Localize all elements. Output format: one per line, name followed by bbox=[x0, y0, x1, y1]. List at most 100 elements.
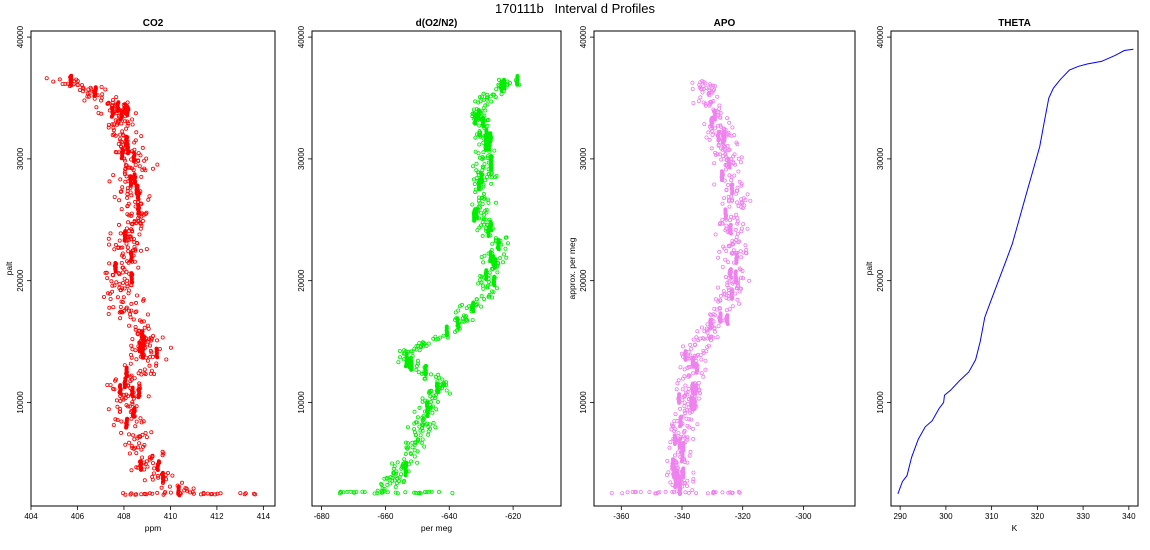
data-point bbox=[738, 249, 743, 254]
data-point bbox=[470, 202, 475, 207]
data-point bbox=[134, 451, 139, 456]
data-point bbox=[129, 237, 134, 242]
data-point bbox=[120, 147, 125, 152]
data-point bbox=[685, 460, 690, 465]
data-point bbox=[694, 335, 699, 340]
data-point bbox=[713, 126, 718, 131]
data-point bbox=[119, 430, 124, 435]
data-point bbox=[701, 350, 706, 355]
data-point bbox=[726, 243, 731, 248]
data-point bbox=[421, 422, 426, 427]
data-point bbox=[673, 453, 678, 458]
data-point bbox=[150, 354, 155, 359]
data-point bbox=[218, 491, 223, 496]
data-point bbox=[139, 223, 144, 228]
data-point bbox=[159, 485, 164, 490]
data-point bbox=[129, 271, 134, 276]
data-point bbox=[415, 358, 420, 363]
data-point bbox=[439, 386, 444, 391]
data-point bbox=[112, 387, 117, 392]
data-point bbox=[127, 213, 132, 218]
data-point bbox=[479, 304, 484, 309]
data-series bbox=[897, 48, 1134, 494]
data-point bbox=[670, 423, 675, 428]
x-tick-label: 310 bbox=[985, 512, 999, 521]
x-tick-label: -300 bbox=[795, 512, 812, 521]
data-point bbox=[710, 128, 715, 133]
data-point bbox=[150, 491, 155, 496]
data-point bbox=[688, 410, 693, 415]
data-point bbox=[403, 464, 408, 469]
y-tick-label: 10000 bbox=[579, 391, 588, 414]
data-point bbox=[444, 324, 449, 329]
data-point bbox=[139, 420, 144, 425]
data-point bbox=[703, 358, 708, 363]
data-point bbox=[716, 324, 721, 329]
data-point bbox=[130, 347, 135, 352]
data-point bbox=[418, 345, 423, 350]
data-point bbox=[123, 492, 128, 497]
data-point bbox=[137, 386, 142, 391]
data-point bbox=[434, 407, 439, 412]
data-point bbox=[143, 372, 148, 377]
data-point bbox=[480, 283, 485, 288]
panel-2: d(O2/N2) -680 -660 -640 -620 10000 20000 30000 4… bbox=[297, 18, 562, 533]
data-point bbox=[128, 379, 133, 384]
data-point bbox=[138, 248, 143, 253]
data-point bbox=[463, 315, 468, 320]
data-point bbox=[718, 311, 723, 316]
data-point bbox=[113, 242, 118, 247]
data-point bbox=[499, 92, 504, 97]
data-point bbox=[701, 100, 706, 105]
data-point bbox=[654, 491, 659, 496]
data-point bbox=[484, 207, 489, 212]
data-point bbox=[418, 428, 423, 433]
data-point bbox=[485, 174, 490, 179]
data-point bbox=[731, 280, 736, 285]
data-point bbox=[385, 475, 390, 480]
data-point bbox=[129, 355, 134, 360]
data-point bbox=[82, 98, 87, 103]
data-point bbox=[382, 486, 387, 491]
data-point bbox=[154, 361, 159, 366]
data-point bbox=[740, 205, 745, 210]
data-point bbox=[126, 121, 131, 126]
data-point bbox=[154, 346, 159, 351]
data-point bbox=[712, 84, 717, 89]
data-point bbox=[685, 423, 690, 428]
data-point bbox=[137, 441, 142, 446]
data-point bbox=[111, 422, 116, 427]
data-point bbox=[111, 173, 116, 178]
data-point bbox=[438, 335, 443, 340]
data-point bbox=[133, 199, 138, 204]
data-point bbox=[732, 152, 737, 157]
data-point bbox=[116, 141, 121, 146]
data-point bbox=[712, 87, 717, 92]
data-point bbox=[436, 372, 441, 377]
y-tick-label: 30000 bbox=[16, 147, 25, 170]
data-point bbox=[718, 293, 723, 298]
data-point bbox=[124, 269, 129, 274]
data-point bbox=[110, 105, 115, 110]
panel-title: APO bbox=[714, 18, 736, 29]
data-point bbox=[480, 219, 485, 224]
data-point bbox=[494, 286, 499, 291]
x-tick-label: 410 bbox=[164, 512, 178, 521]
data-point bbox=[491, 290, 496, 295]
data-point bbox=[415, 460, 420, 465]
data-point bbox=[730, 238, 735, 243]
data-point bbox=[126, 291, 131, 296]
data-point bbox=[682, 374, 687, 379]
data-point bbox=[735, 286, 740, 291]
data-point bbox=[375, 488, 380, 493]
data-point bbox=[137, 381, 142, 386]
x-tick-label: 320 bbox=[1031, 512, 1045, 521]
data-point bbox=[712, 182, 717, 187]
data-point bbox=[131, 168, 136, 173]
data-point bbox=[727, 120, 732, 125]
data-point bbox=[447, 391, 452, 396]
data-point bbox=[475, 302, 480, 307]
data-point bbox=[711, 83, 716, 88]
data-point bbox=[125, 284, 130, 289]
data-point bbox=[178, 491, 183, 496]
